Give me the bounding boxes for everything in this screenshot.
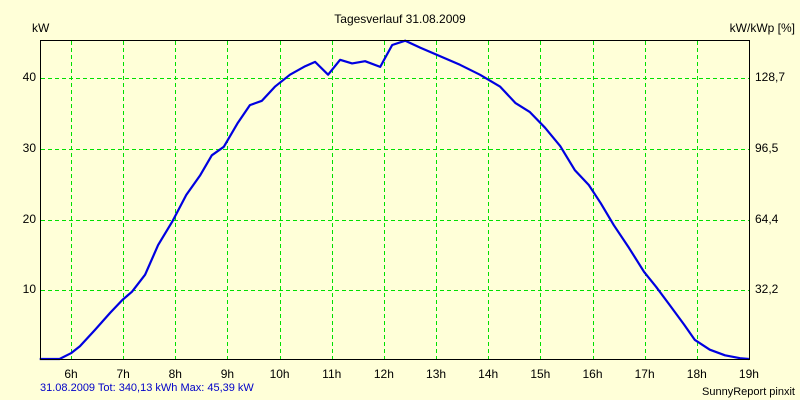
x-tick: 12h bbox=[373, 367, 394, 381]
power-curve bbox=[39, 39, 749, 361]
x-tick: 7h bbox=[116, 367, 130, 381]
daily-summary: 31.08.2009 Tot: 340,13 kWh Max: 45,39 kW bbox=[40, 382, 254, 394]
x-tick: 18h bbox=[686, 367, 707, 381]
y-tick-left: 10 bbox=[22, 282, 36, 297]
y-tick-left: 20 bbox=[22, 211, 36, 226]
y-tick-right: 64,4 bbox=[755, 211, 779, 226]
y-axis-right-label: kW/kWp [%] bbox=[729, 21, 795, 35]
chart-title: Tagesverlauf 31.08.2009 bbox=[334, 12, 466, 26]
grid-lines bbox=[41, 41, 750, 359]
y-tick-right: 96,5 bbox=[755, 140, 779, 155]
x-tick: 13h bbox=[426, 367, 447, 381]
x-tick: 6h bbox=[64, 367, 78, 381]
y-tick-right: 128,7 bbox=[755, 70, 786, 85]
y-tick-left: 40 bbox=[22, 70, 36, 85]
x-tick: 9h bbox=[220, 367, 235, 381]
x-tick: 10h bbox=[269, 367, 290, 381]
credit-label: SunnyReport pinxit bbox=[702, 386, 795, 398]
x-tick: 14h bbox=[478, 367, 499, 381]
y-tick-right: 32,2 bbox=[755, 282, 779, 297]
x-tick: 8h bbox=[168, 367, 182, 381]
x-tick: 19h bbox=[738, 367, 759, 381]
y-tick-left: 30 bbox=[22, 140, 36, 155]
plot-frame bbox=[40, 40, 750, 360]
y-axis-left-label: kW bbox=[32, 21, 50, 35]
x-tick: 17h bbox=[634, 367, 655, 381]
x-tick: 15h bbox=[530, 367, 551, 381]
x-tick: 11h bbox=[322, 367, 342, 381]
x-tick: 16h bbox=[582, 367, 603, 381]
